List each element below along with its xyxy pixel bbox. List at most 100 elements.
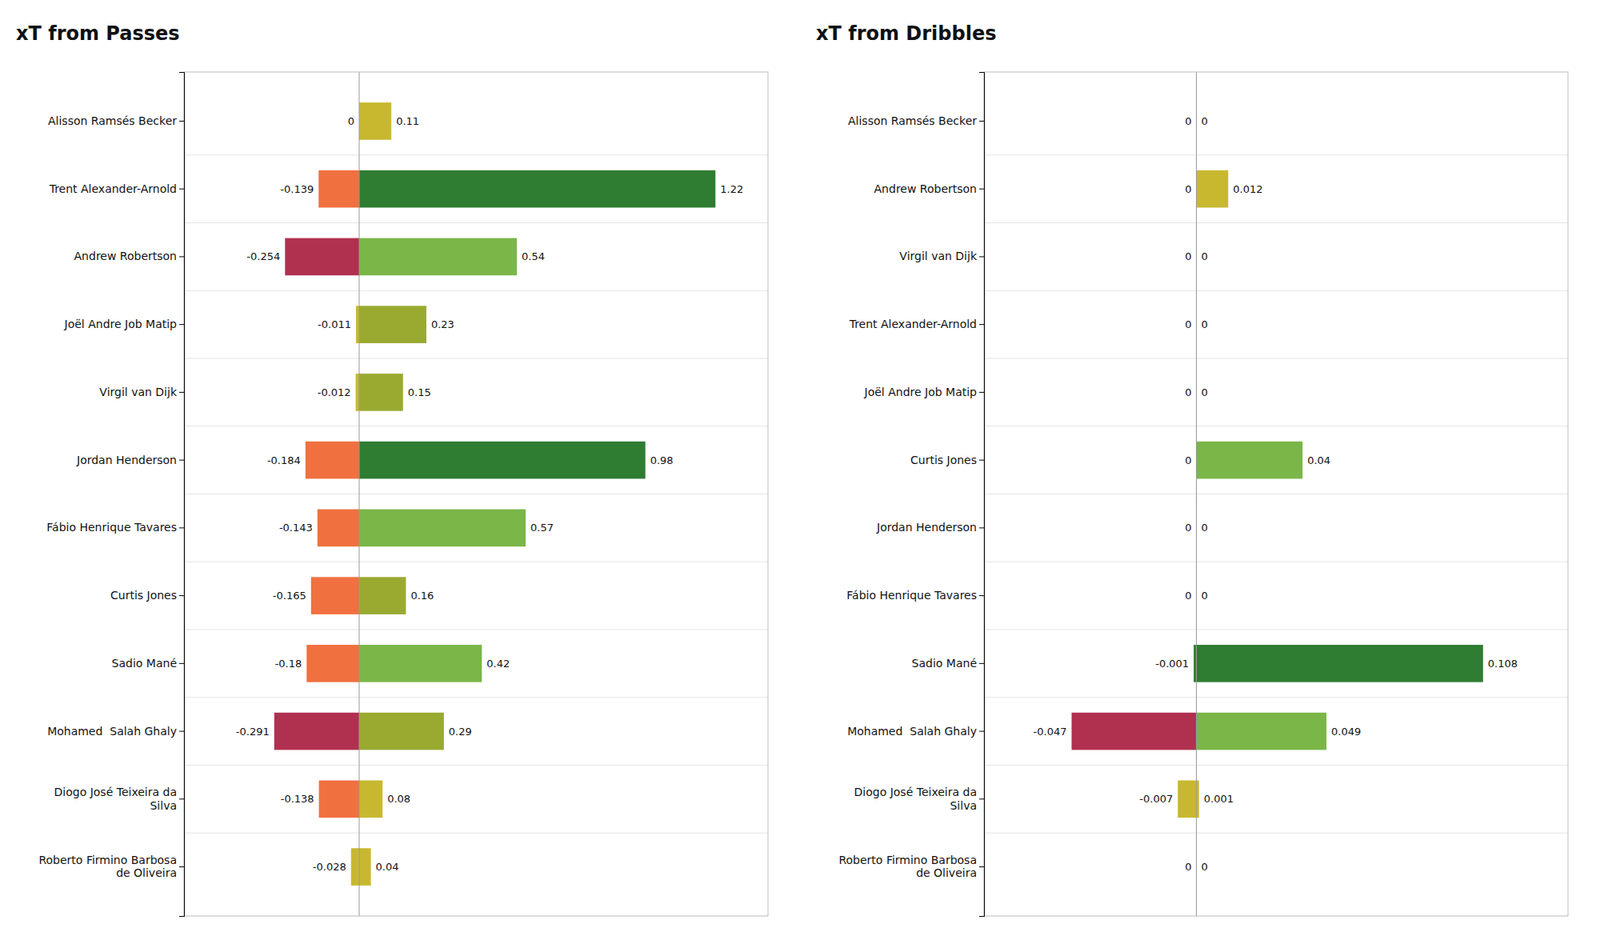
tick-mark	[179, 392, 184, 393]
row-separator	[984, 290, 1568, 292]
data-label: 0.29	[448, 725, 472, 738]
tick-mark	[979, 798, 984, 800]
tick-mark	[179, 595, 184, 596]
row-separator	[184, 290, 768, 292]
bar	[359, 712, 444, 751]
bars	[1072, 170, 1484, 818]
row-separator	[184, 358, 768, 360]
data-label: 1.22	[720, 183, 744, 196]
axis-line	[179, 72, 185, 917]
data-label: 0.15	[408, 386, 432, 399]
tick-mark	[979, 527, 984, 528]
axis-line	[979, 72, 985, 917]
tick-mark	[979, 120, 984, 122]
row-separator	[184, 425, 768, 427]
tick-mark	[179, 527, 184, 528]
data-label: 0.54	[521, 250, 545, 263]
bar	[311, 576, 360, 615]
tick-label: Alisson Ramsés Becker	[48, 114, 177, 128]
data-label: 0.23	[431, 318, 455, 331]
bar	[317, 509, 360, 548]
data-label: -0.184	[267, 454, 301, 467]
tick-label: Trent Alexander-Arnold	[848, 317, 977, 331]
bar	[359, 644, 482, 683]
row-separator	[184, 561, 768, 563]
tick: Alisson Ramsés Becker	[848, 114, 984, 128]
data-label: 0	[1184, 454, 1192, 467]
data-label: 0	[1184, 860, 1192, 873]
tick: Jordan Henderson	[76, 453, 184, 467]
bar	[356, 373, 360, 412]
data-label: 0.16	[410, 589, 434, 602]
tick-label: Trent Alexander-Arnold	[48, 182, 177, 196]
panel: xT from Dribbles00000000-0.001-0.047-0.0…	[816, 22, 1568, 917]
tick-label: Diogo José Teixeira daSilva	[854, 785, 977, 812]
bar	[1177, 780, 1196, 819]
tick-mark	[979, 731, 984, 732]
data-label: 0	[1184, 318, 1192, 331]
tick-mark	[979, 595, 984, 596]
tick: Fábio Henrique Tavares	[846, 588, 984, 602]
tick: Andrew Robertson	[74, 249, 184, 263]
tick-label: Jordan Henderson	[76, 453, 177, 467]
data-label: 0.001	[1204, 792, 1234, 805]
tick-label: Joël Andre Job Matip	[864, 385, 978, 399]
bar	[359, 373, 404, 412]
chart-title: xT from Passes	[16, 22, 180, 45]
tick-mark	[979, 256, 984, 257]
bar	[319, 780, 360, 819]
bar	[359, 509, 526, 548]
zero-line	[359, 72, 360, 916]
data-label: -0.139	[280, 183, 314, 196]
tick-mark	[979, 392, 984, 393]
tick-mark	[179, 188, 184, 190]
data-label: 0.57	[530, 521, 554, 534]
tick-mark	[179, 663, 184, 664]
row-separator	[984, 628, 1568, 630]
bar	[359, 170, 716, 208]
tick-label: Roberto Firmino Barbosade Oliveira	[838, 853, 977, 880]
row-separator	[184, 628, 768, 630]
tick-mark	[179, 120, 184, 122]
tick: Trent Alexander-Arnold	[48, 182, 184, 196]
data-label: 0	[1184, 521, 1192, 534]
bar	[356, 305, 360, 344]
panel: xT from Passes 0-0.139-0.254-0.011-0.012-…	[16, 22, 768, 917]
bar	[318, 170, 360, 208]
tick: Roberto Firmino Barbosade Oliveira	[838, 853, 984, 880]
tick: Mohamed Salah Ghaly	[47, 724, 184, 738]
data-label: 0	[1200, 589, 1208, 602]
bar	[1072, 712, 1197, 751]
bar	[284, 238, 360, 276]
data-label: 0	[1200, 860, 1208, 873]
row-separator	[184, 493, 768, 495]
row-separator	[984, 696, 1568, 698]
tick-label: Fábio Henrique Tavares	[46, 520, 177, 534]
y-axis: Alisson Ramsés Becker Trent Alexander-Arn…	[38, 72, 184, 917]
plot-area: 0-0.139-0.254-0.011-0.012-0.184-0.143-0.…	[38, 72, 768, 917]
data-label: 0	[1184, 115, 1192, 128]
tick-label: Jordan Henderson	[876, 520, 977, 534]
data-label: -0.165	[272, 589, 307, 602]
data-label: 0	[1200, 386, 1208, 399]
data-label: -0.291	[236, 725, 270, 738]
tick: Roberto Firmino Barbosade Oliveira	[38, 853, 184, 880]
tick-mark	[979, 663, 984, 664]
row-separator	[984, 832, 1568, 834]
data-label: -0.001	[1155, 657, 1189, 670]
tick: Sadio Mané	[912, 656, 984, 670]
tick-mark	[179, 324, 184, 325]
row-separator	[984, 425, 1568, 427]
tick: Joël Andre Job Matip	[864, 385, 984, 399]
tick: Diogo José Teixeira daSilva	[854, 785, 984, 812]
bar	[306, 644, 360, 683]
tick-label: Sadio Mané	[912, 656, 977, 670]
data-label: 0.42	[486, 657, 510, 670]
tick-label: Virgil van Dijk	[899, 249, 978, 263]
plot-frame	[984, 72, 1568, 916]
tick-mark	[179, 460, 184, 461]
row-separator	[984, 561, 1568, 563]
bars	[274, 102, 716, 886]
tick: Trent Alexander-Arnold	[848, 317, 984, 331]
bar	[305, 441, 360, 480]
